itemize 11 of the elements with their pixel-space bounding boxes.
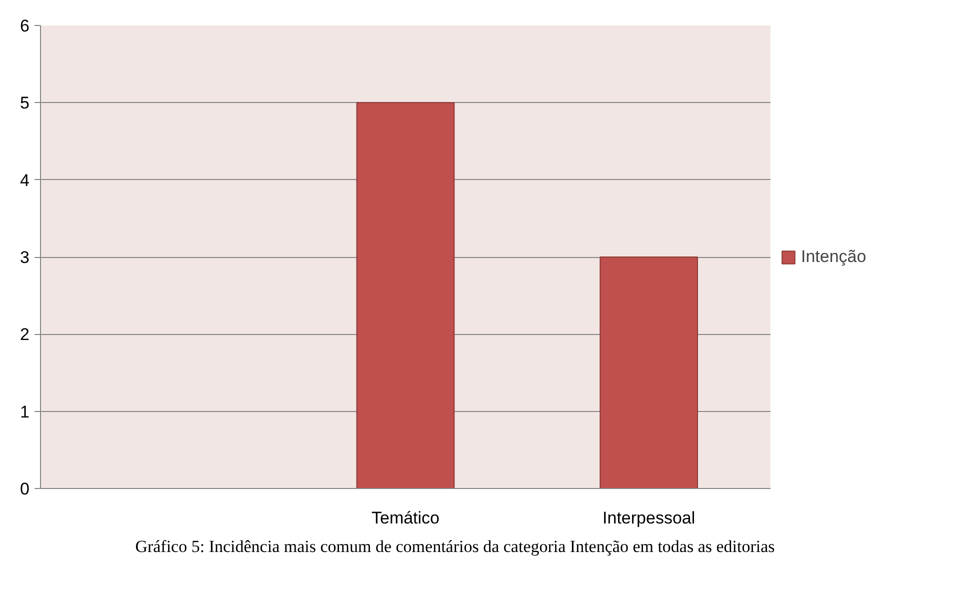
y-tick-label: 6	[20, 16, 30, 36]
y-tick-label: 5	[20, 94, 30, 113]
y-tick-label: 2	[20, 325, 30, 344]
y-tick-label: 0	[20, 480, 30, 498]
text: Gráfico 5: Incidência mais comum de comentários da categoria Intenção em todas as editorias	[135, 536, 775, 558]
x-tick-label: Temático	[371, 508, 440, 528]
x-tick-label: Interpessoal	[602, 508, 696, 528]
y-tick-label: 1	[20, 402, 30, 422]
legend-label: Intenção	[801, 246, 866, 266]
y-tick-label: 4	[20, 170, 30, 190]
y-tick-label: 3	[20, 248, 30, 267]
